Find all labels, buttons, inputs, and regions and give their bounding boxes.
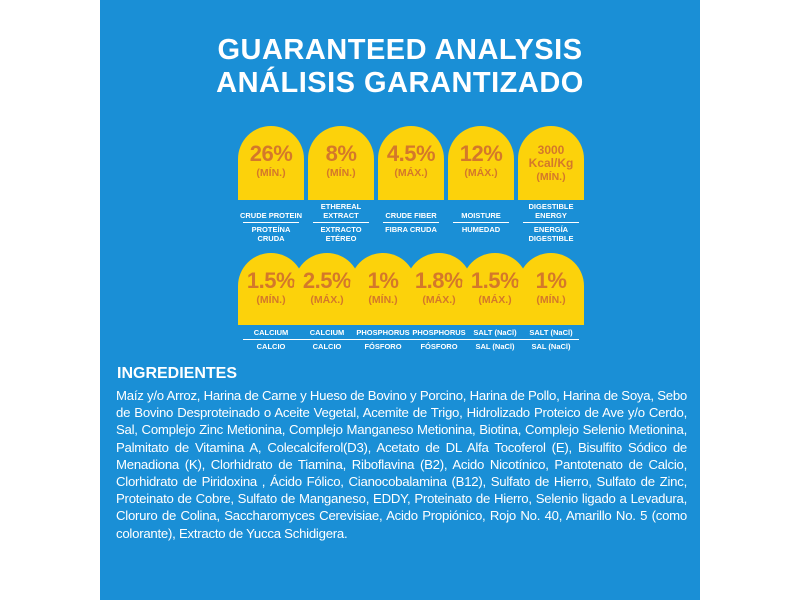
divider xyxy=(313,222,369,223)
qualifier-text: (MÍN.) xyxy=(256,167,286,179)
qualifier-text: (MÁX.) xyxy=(422,294,456,306)
analysis-item-salt-min: 1% (MÍN.) SALT (NaCl) SAL (NaCl) xyxy=(518,253,584,352)
analysis-item-calcium-min: 1.5% (MÍN.) CALCIUM CALCIO xyxy=(238,253,304,352)
analysis-item-digestible-energy: 3000 Kcal/Kg (MÍN.) DIGESTIBLE ENERGY EN… xyxy=(518,126,584,243)
analysis-item-phosphorus-max: 1.8% (MÁX.) PHOSPHORUS FÓSFORO xyxy=(406,253,472,352)
value-text: 2.5% xyxy=(302,268,352,293)
qualifier-text: (MÍN.) xyxy=(536,294,566,306)
label-spanish: EXTRACTO ETÉREO xyxy=(320,225,362,243)
divider xyxy=(411,339,467,340)
analysis-item-phosphorus-min: 1% (MÍN.) PHOSPHORUS FÓSFORO xyxy=(350,253,416,352)
qualifier-text: (MÍN.) xyxy=(326,167,356,179)
divider xyxy=(299,339,355,340)
product-info-panel: GUARANTEED ANALYSIS ANÁLISIS GARANTIZADO… xyxy=(100,0,700,600)
qualifier-text: (MÁX.) xyxy=(464,167,498,179)
value-text: 1% xyxy=(535,268,567,293)
divider xyxy=(243,222,299,223)
value-badge: 1.5% (MÍN.) xyxy=(238,253,304,325)
ingredients-list: Maíz y/o Arroz, Harina de Carne y Hueso … xyxy=(116,388,687,541)
value-text: 26% xyxy=(249,141,293,166)
value-badge: 1% (MÍN.) xyxy=(518,253,584,325)
title-english: GUARANTEED ANALYSIS xyxy=(217,34,583,66)
value-badge: 2.5% (MÁX.) xyxy=(294,253,360,325)
divider xyxy=(383,222,439,223)
label-english: CALCIUM xyxy=(253,327,289,337)
label-english: SALT (NaCl) xyxy=(529,327,573,337)
value-badge: 1.8% (MÁX.) xyxy=(406,253,472,325)
qualifier-text: (MÁX.) xyxy=(310,294,344,306)
analysis-item-moisture: 12% (MÁX.) MOISTURE HUMEDAD xyxy=(448,126,514,235)
label-english: ETHEREAL EXTRACT xyxy=(320,202,362,220)
label-english: DIGESTIBLE ENERGY xyxy=(528,202,574,220)
qualifier-text: (MÁX.) xyxy=(394,167,428,179)
divider xyxy=(355,339,411,340)
label-spanish: CALCIO xyxy=(256,342,286,351)
divider xyxy=(243,339,299,340)
qualifier-text: (MÍN.) xyxy=(536,171,566,183)
analysis-item-crude-protein: 26% (MÍN.) CRUDE PROTEIN PROTEÍNA CRUDA xyxy=(238,126,304,243)
value-badge: 12% (MÁX.) xyxy=(448,126,514,200)
value-text: 8% xyxy=(325,141,357,166)
value-text: 1.8% xyxy=(414,268,464,293)
value-text: 1% xyxy=(367,268,399,293)
qualifier-text: (MÁX.) xyxy=(478,294,512,306)
divider xyxy=(467,339,523,340)
label-english: SALT (NaCl) xyxy=(473,327,517,337)
analysis-item-ethereal-extract: 8% (MÍN.) ETHEREAL EXTRACT EXTRACTO ETÉR… xyxy=(308,126,374,243)
value-badge: 4.5% (MÁX.) xyxy=(378,126,444,200)
label-spanish: FÓSFORO xyxy=(420,342,458,351)
value-badge: 26% (MÍN.) xyxy=(238,126,304,200)
divider xyxy=(523,339,579,340)
value-text: 3000 Kcal/Kg xyxy=(528,143,574,170)
ingredients-heading: INGREDIENTES xyxy=(117,365,238,382)
label-english: PHOSPHORUS xyxy=(412,327,466,337)
label-spanish: PROTEÍNA CRUDA xyxy=(251,225,291,243)
analysis-item-crude-fiber: 4.5% (MÁX.) CRUDE FIBER FIBRA CRUDA xyxy=(378,126,444,235)
label-english: CALCIUM xyxy=(309,327,345,337)
label-english: MOISTURE xyxy=(461,210,501,220)
label-spanish: SAL (NaCl) xyxy=(531,342,571,351)
value-badge: 1.5% (MÁX.) xyxy=(462,253,528,325)
label-english: PHOSPHORUS xyxy=(356,327,410,337)
label-spanish: FÓSFORO xyxy=(364,342,402,351)
divider xyxy=(453,222,509,223)
value-badge: 8% (MÍN.) xyxy=(308,126,374,200)
value-text: 4.5% xyxy=(386,141,436,166)
value-text: 1.5% xyxy=(246,268,296,293)
value-badge: 1% (MÍN.) xyxy=(350,253,416,325)
value-text: 12% xyxy=(459,141,503,166)
label-spanish: SAL (NaCl) xyxy=(475,342,515,351)
qualifier-text: (MÍN.) xyxy=(256,294,286,306)
analysis-item-salt-max: 1.5% (MÁX.) SALT (NaCl) SAL (NaCl) xyxy=(462,253,528,352)
value-badge: 3000 Kcal/Kg (MÍN.) xyxy=(518,126,584,200)
label-spanish: FIBRA CRUDA xyxy=(385,225,437,234)
label-english: CRUDE PROTEIN xyxy=(239,210,303,220)
label-english: CRUDE FIBER xyxy=(385,210,437,220)
label-spanish: HUMEDAD xyxy=(461,225,501,234)
qualifier-text: (MÍN.) xyxy=(368,294,398,306)
label-spanish: ENERGÍA DIGESTIBLE xyxy=(528,225,574,243)
title-spanish: ANÁLISIS GARANTIZADO xyxy=(216,67,584,99)
value-text: 1.5% xyxy=(470,268,520,293)
label-spanish: CALCIO xyxy=(312,342,342,351)
analysis-item-calcium-max: 2.5% (MÁX.) CALCIUM CALCIO xyxy=(294,253,360,352)
divider xyxy=(523,222,579,223)
